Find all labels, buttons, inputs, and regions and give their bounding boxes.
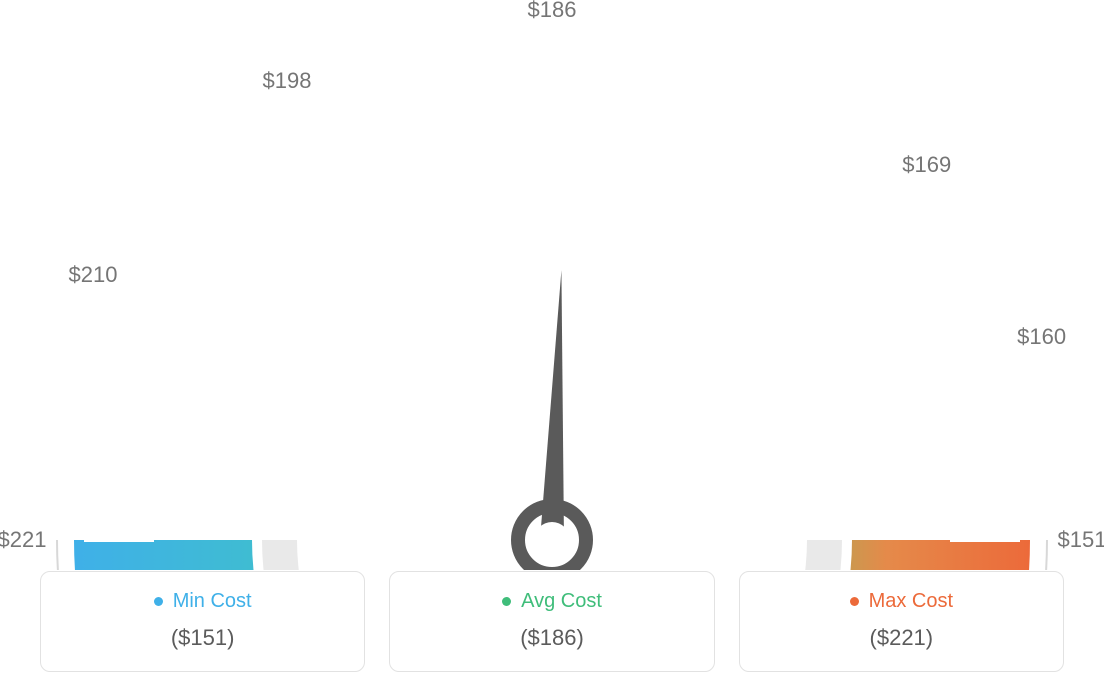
gauge-tick-label: $210 bbox=[69, 262, 118, 288]
legend-min-value: ($151) bbox=[51, 625, 354, 651]
gauge-tick-label: $151 bbox=[1058, 527, 1104, 553]
gauge-tick-label: $169 bbox=[902, 152, 951, 178]
gauge-area: $151$160$169$186$198$210$221 bbox=[0, 10, 1104, 570]
gauge-svg bbox=[0, 10, 1104, 570]
legend-avg-card: Avg Cost ($186) bbox=[389, 571, 714, 672]
legend-avg-title: Avg Cost bbox=[502, 590, 602, 613]
legend-avg-value: ($186) bbox=[400, 625, 703, 651]
gauge-tick-label: $160 bbox=[1017, 324, 1066, 350]
legend-max-card: Max Cost ($221) bbox=[739, 571, 1064, 672]
gauge-tick-label: $186 bbox=[528, 0, 577, 23]
legend-row: Min Cost ($151) Avg Cost ($186) Max Cost… bbox=[40, 571, 1064, 672]
gauge-tick-label: $221 bbox=[0, 527, 46, 553]
legend-min-card: Min Cost ($151) bbox=[40, 571, 365, 672]
gauge-tick-label: $198 bbox=[263, 68, 312, 94]
cost-gauge-chart: $151 $160 $169 $186 $198 $210 $221 Min Cost ($… bbox=[0, 0, 1104, 690]
legend-max-value: ($221) bbox=[750, 625, 1053, 651]
legend-max-title: Max Cost bbox=[850, 590, 953, 613]
legend-min-title: Min Cost bbox=[154, 590, 252, 613]
